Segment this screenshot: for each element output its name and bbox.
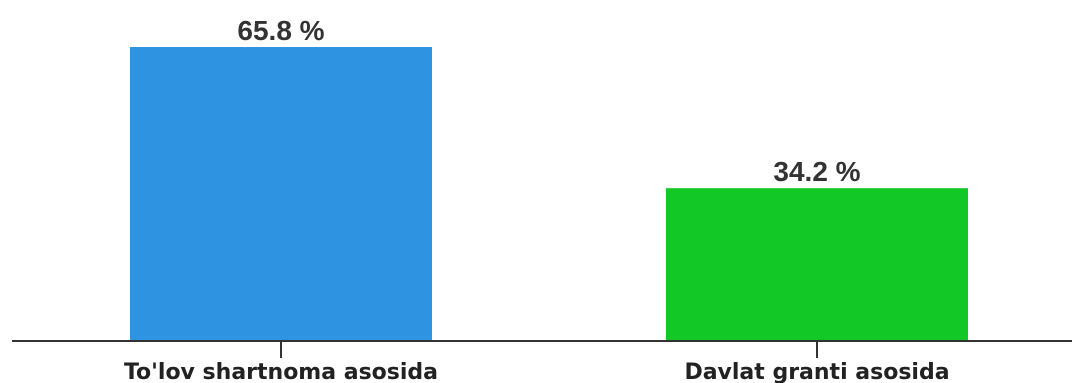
- value-labels-layer: 65.8 % 34.2 %: [237, 15, 860, 187]
- bar-2: [666, 188, 968, 341]
- bar-1: [130, 47, 432, 341]
- category-label-2: Davlat granti asosida: [684, 360, 949, 383]
- category-label-1: To'lov shartnoma asosida: [124, 360, 438, 383]
- category-labels-layer: To'lov shartnoma asosida Davlat granti as…: [124, 360, 950, 383]
- bar-value-label-2: 34.2 %: [773, 156, 860, 187]
- x-axis-ticks: [280, 341, 818, 358]
- bar-value-label-1: 65.8 %: [237, 15, 324, 46]
- bars-layer: [130, 47, 968, 341]
